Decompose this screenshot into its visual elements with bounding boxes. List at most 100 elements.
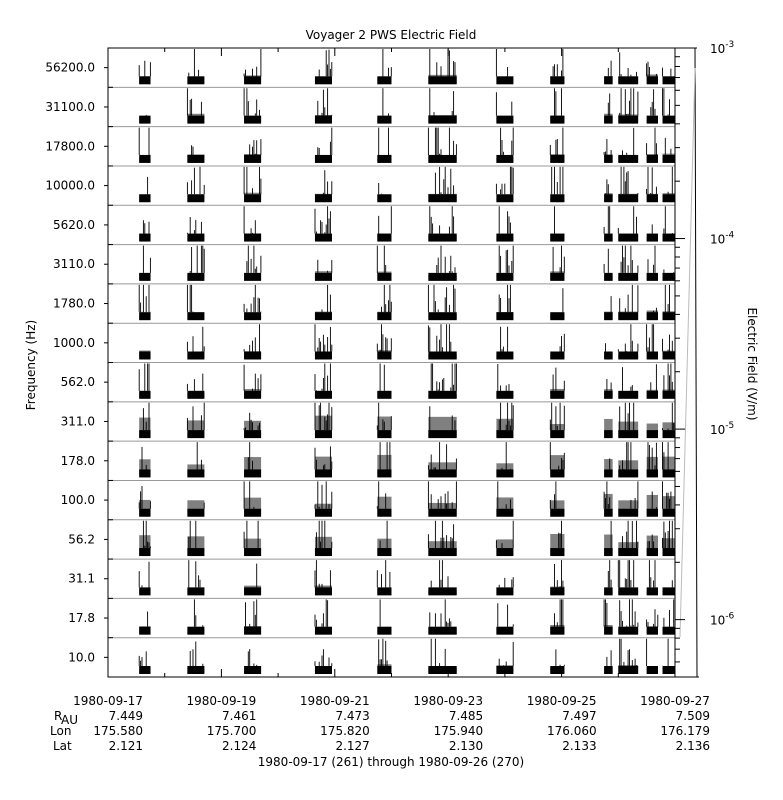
data-floor <box>244 154 262 163</box>
data-floor <box>496 508 514 517</box>
channel-panel <box>108 363 675 403</box>
channel-panel <box>108 88 675 128</box>
data-floor <box>428 76 457 85</box>
data-floor <box>496 430 514 439</box>
data-floor <box>187 508 205 517</box>
data-floor <box>496 666 514 674</box>
data-floor <box>496 76 514 85</box>
channel-panel <box>108 49 675 88</box>
data-floor <box>550 508 565 517</box>
data-floor <box>618 587 639 596</box>
data-spikes <box>646 324 655 352</box>
ephemeris-value-lon: 175.940 <box>434 724 484 738</box>
data-floor <box>187 233 205 242</box>
data-spikes <box>378 183 382 195</box>
data-floor <box>550 351 565 360</box>
ephemeris-value-lat: 2.124 <box>222 739 256 753</box>
data-spikes <box>662 67 672 77</box>
data-floor <box>550 272 565 281</box>
ephemeris-value-lat: 2.130 <box>449 739 483 753</box>
data-spikes <box>314 649 333 666</box>
data-spikes <box>243 284 262 313</box>
data-floor <box>377 272 392 281</box>
data-floor <box>646 666 658 674</box>
data-floor <box>377 154 392 163</box>
data-floor <box>618 548 639 557</box>
data-spikes <box>193 599 204 627</box>
data-spikes <box>607 60 613 77</box>
ephemeris-value-lon: 176.060 <box>547 724 597 738</box>
data-spikes <box>246 245 262 273</box>
data-spikes <box>379 363 385 391</box>
data-spikes <box>554 560 564 588</box>
data-spikes <box>603 481 611 509</box>
data-spikes <box>434 166 455 195</box>
y-axis-label: Frequency (Hz) <box>24 320 38 411</box>
data-spikes <box>142 220 150 234</box>
channel-panels <box>107 47 676 678</box>
data-floor <box>550 154 565 163</box>
data-floor <box>604 469 613 478</box>
data-floor <box>428 626 457 635</box>
data-floor <box>550 587 565 596</box>
data-floor <box>139 76 151 85</box>
data-spikes <box>142 245 151 273</box>
data-floor <box>139 430 151 439</box>
data-floor <box>618 272 639 281</box>
data-band <box>139 535 151 556</box>
data-floor <box>646 154 658 163</box>
data-floor <box>314 390 332 399</box>
data-floor <box>550 115 565 124</box>
data-spikes <box>617 560 635 588</box>
channel-panel <box>108 599 675 639</box>
data-floor <box>646 626 658 635</box>
data-floor <box>604 351 613 360</box>
data-floor <box>618 351 639 360</box>
data-spikes <box>249 139 262 155</box>
data-floor <box>550 548 565 557</box>
data-spikes <box>186 217 202 234</box>
data-spikes <box>617 206 637 234</box>
data-floor <box>428 351 457 360</box>
data-floor <box>618 194 639 203</box>
data-spikes <box>142 402 150 431</box>
data-floor <box>244 351 262 360</box>
data-floor <box>187 626 205 635</box>
data-spikes <box>495 166 514 195</box>
data-floor <box>604 312 613 321</box>
data-band <box>604 534 613 556</box>
data-spikes <box>663 269 675 273</box>
data-spikes <box>138 363 150 391</box>
data-floor <box>428 115 457 124</box>
data-spikes <box>500 326 509 352</box>
data-floor <box>139 272 151 281</box>
colorbar-strip <box>694 47 698 678</box>
data-floor <box>496 312 514 321</box>
data-spikes <box>552 367 565 391</box>
data-spikes <box>664 284 670 313</box>
data-spikes <box>247 649 258 666</box>
colorbar-tick-exponent: -3 <box>725 40 734 50</box>
data-spikes <box>429 88 455 116</box>
data-floor <box>646 548 658 557</box>
data-floor <box>244 115 262 124</box>
ephemeris-label-lon: Lon <box>50 724 71 738</box>
channel-panel <box>108 324 675 363</box>
data-spikes <box>552 245 565 273</box>
data-floor <box>377 115 392 124</box>
data-floor <box>550 626 565 635</box>
data-floor <box>646 233 658 242</box>
data-spikes <box>551 166 564 195</box>
data-floor <box>428 587 457 596</box>
data-floor <box>244 430 262 439</box>
data-floor <box>377 233 392 242</box>
data-floor <box>550 76 565 85</box>
data-spikes <box>252 563 258 588</box>
data-floor <box>377 587 392 596</box>
data-floor <box>187 587 205 596</box>
data-spikes <box>247 442 253 470</box>
data-spikes <box>430 560 449 588</box>
channel-panel <box>108 560 675 599</box>
data-spikes <box>322 170 333 195</box>
data-spikes <box>498 245 514 273</box>
